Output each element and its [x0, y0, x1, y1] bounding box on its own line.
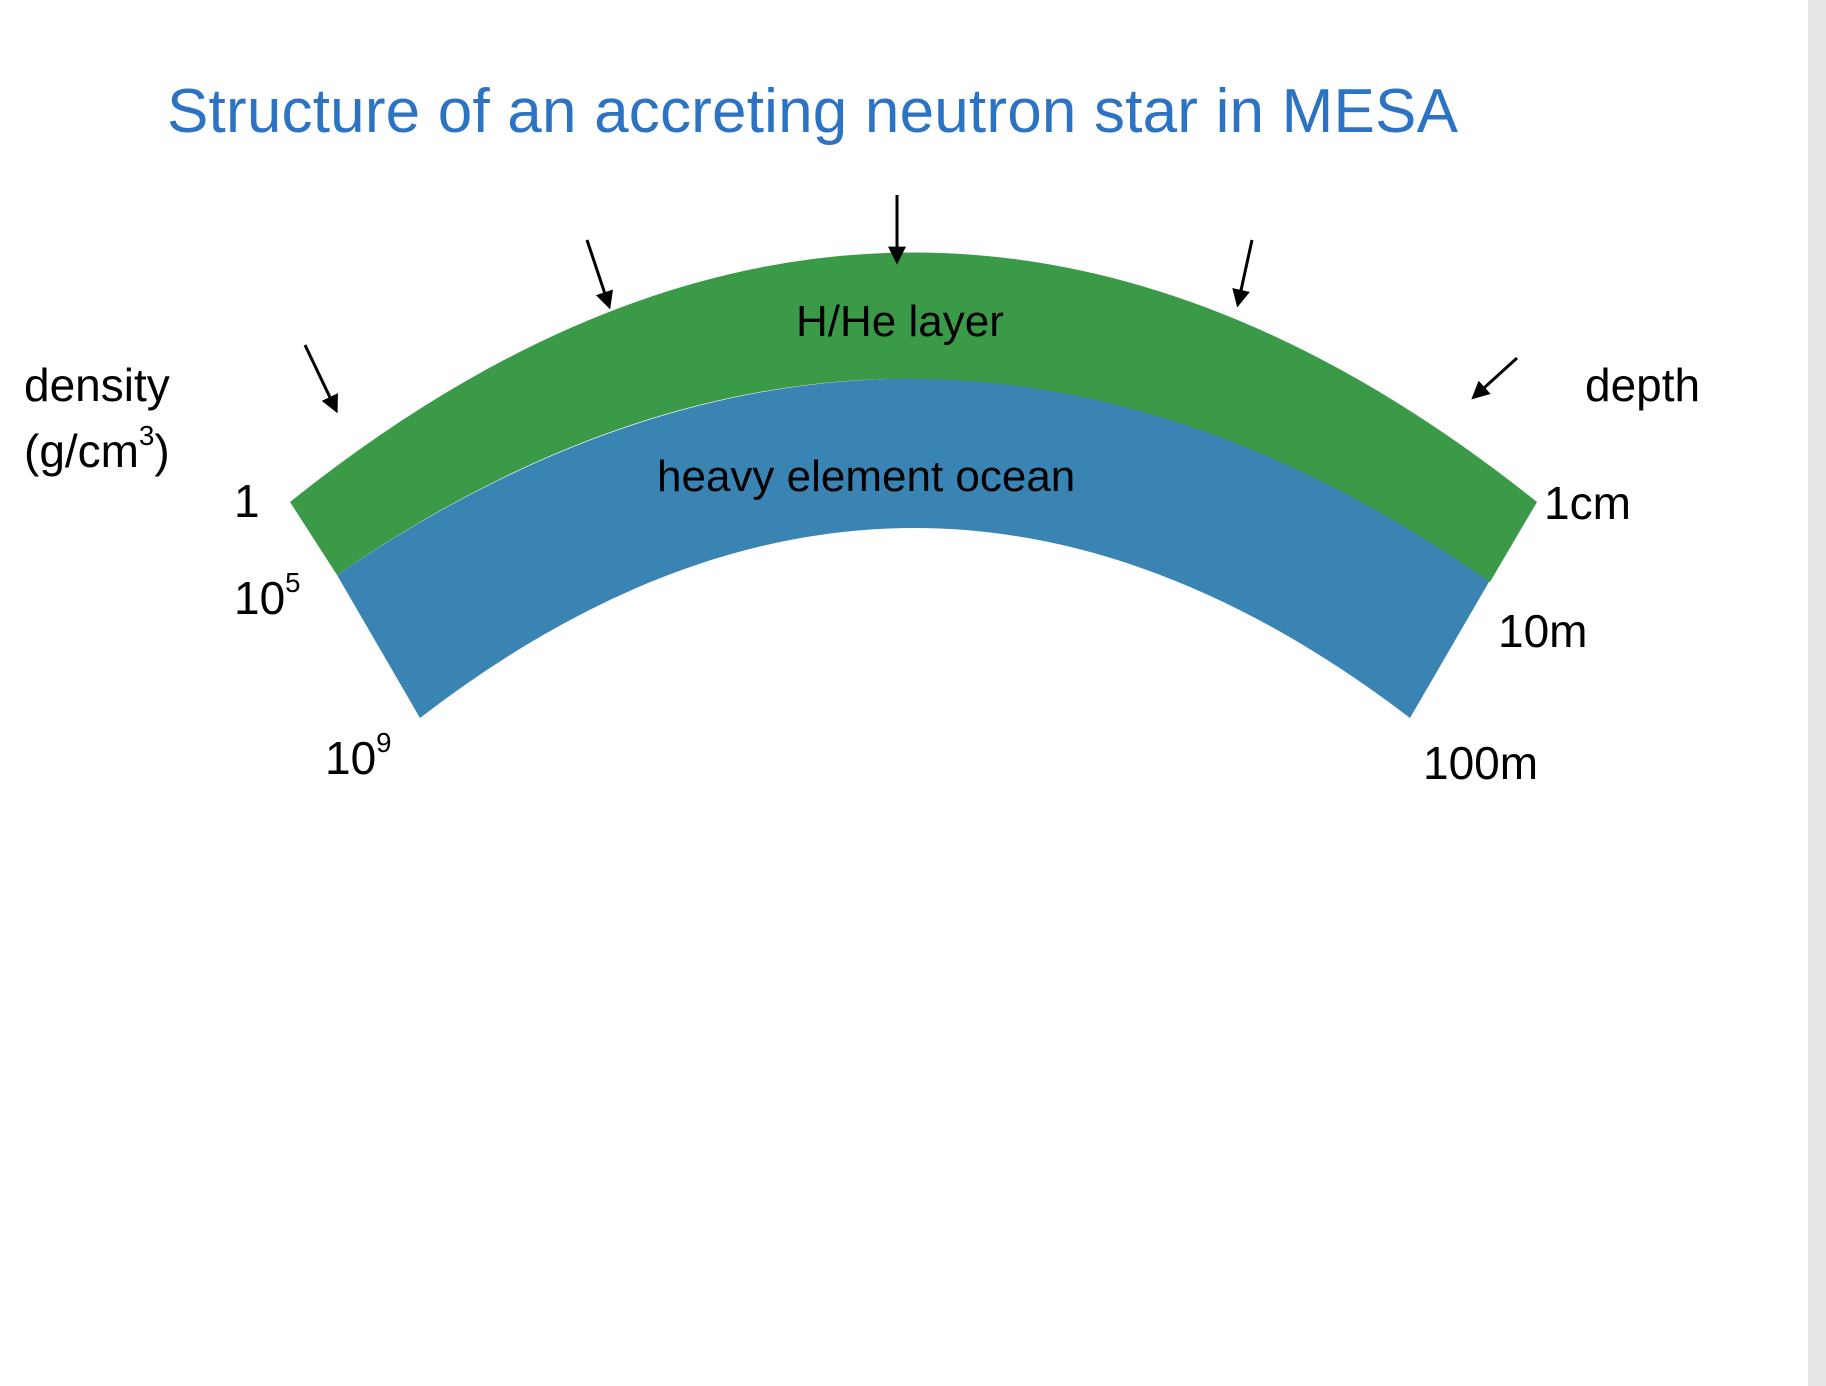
density-tick-exponent: 9 [376, 726, 392, 758]
down-arrow-icon [585, 239, 613, 310]
depth-tick-1cm: 1cm [1544, 477, 1631, 529]
density-tick-base: 10 [325, 732, 377, 784]
density-unit-text: (g/cm [24, 425, 139, 477]
density-tick-base: 1 [234, 475, 260, 527]
density-axis-unit: (g/cm3) [24, 422, 170, 477]
density-tick-exponent: 5 [285, 566, 301, 598]
density-tick-1: 1 [234, 478, 260, 524]
depth-tick-100m: 100m [1423, 737, 1539, 789]
h-he-layer-label: H/He layer [796, 297, 1004, 346]
depth-tick-10m: 10m [1498, 605, 1588, 657]
slide-title: Structure of an accreting neutron star i… [167, 77, 1459, 146]
depth-axis-title: depth [1585, 359, 1701, 411]
h-he-layer-band [290, 252, 1537, 582]
density-tick-10-9: 109 [325, 729, 392, 784]
density-tick-base: 10 [234, 572, 286, 624]
density-unit-exponent: 3 [139, 419, 155, 451]
density-unit-close: ) [154, 425, 170, 477]
density-axis-title: density [24, 359, 170, 411]
down-arrow-icon [303, 344, 338, 414]
heavy-element-ocean-label: heavy element ocean [657, 452, 1076, 501]
window-edge [1808, 0, 1826, 1386]
heavy-element-ocean-band [337, 378, 1493, 718]
down-arrow-icon [1232, 239, 1254, 308]
density-tick-10-5: 105 [234, 569, 301, 624]
down-arrow-icon [1471, 356, 1519, 400]
